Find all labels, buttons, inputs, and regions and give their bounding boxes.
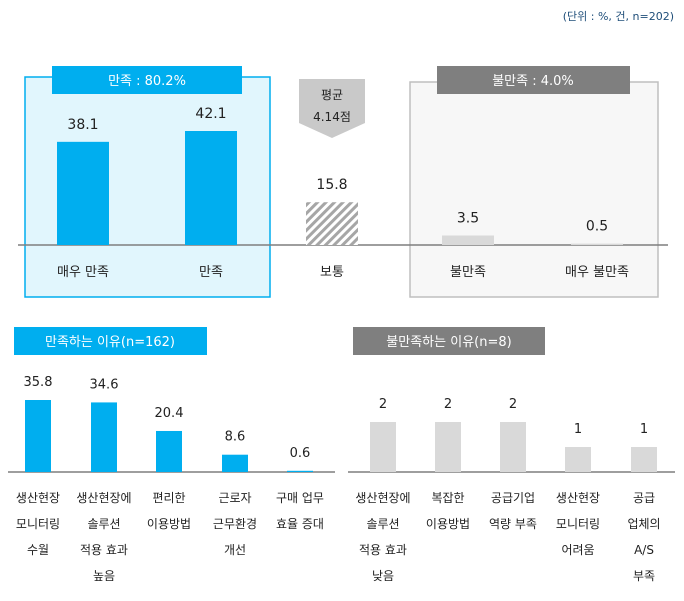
chart2-value-4: 8.6 [225, 430, 246, 445]
chart1-bar-1 [57, 141, 109, 245]
chart2-value-1: 35.8 [24, 375, 53, 390]
chart3-bar-2 [435, 422, 461, 472]
chart3-category-2-line-1: 복잡한 [431, 491, 464, 505]
dissatisfied-reasons-title: 불만족하는 이유(n=8) [386, 335, 511, 350]
chart2-category-4-line-3: 개선 [224, 543, 246, 557]
chart1-category-2: 만족 [199, 265, 223, 280]
chart2-bar-1 [25, 400, 51, 472]
satisfied-reasons-title: 만족하는 이유(n=162) [45, 335, 175, 350]
chart3-category-5-line-1: 공급 [633, 491, 655, 505]
chart3-category-1-line-3: 적용 효과 [359, 543, 407, 557]
average-label: 평균 [321, 88, 343, 102]
chart3-category-5-line-3: A/S [634, 543, 654, 557]
chart3-value-4: 1 [574, 422, 582, 437]
dissatisfied-group-label: 불만족 : 4.0% [492, 74, 574, 89]
satisfied-reasons-header [14, 327, 207, 355]
chart3-bar-4 [565, 447, 591, 472]
chart2-category-4-line-2: 근무환경 [213, 517, 257, 531]
chart2-category-1-line-2: 모니터링 [16, 517, 60, 531]
chart3-category-3-line-2: 역량 부족 [489, 517, 537, 531]
chart3-category-5-line-2: 업체의 [627, 517, 660, 531]
chart1-value-3: 15.8 [316, 177, 347, 193]
chart2-category-1-line-1: 생산현장 [16, 491, 60, 505]
chart2-bar-5 [287, 470, 313, 472]
chart2-value-3: 20.4 [155, 406, 184, 421]
chart1-category-1: 매우 만족 [57, 265, 109, 280]
chart3-category-3-line-1: 공급기업 [491, 491, 535, 505]
chart1-value-2: 42.1 [195, 106, 226, 122]
chart2-category-2-line-1: 생산현장에 [76, 491, 131, 505]
chart2-category-3-line-2: 이용방법 [147, 517, 191, 531]
chart3-category-1-line-2: 솔루션 [366, 517, 399, 531]
chart3-category-1-line-1: 생산현장에 [355, 491, 410, 505]
chart1-value-4: 3.5 [457, 211, 479, 227]
chart1-value-1: 38.1 [67, 117, 98, 133]
chart3-category-5-line-4: 부족 [633, 569, 655, 583]
chart2-category-3-line-1: 편리한 [152, 491, 185, 505]
chart1-bar-3 [306, 202, 358, 245]
chart2-value-2: 34.6 [90, 377, 119, 392]
chart2-category-2-line-4: 높음 [93, 569, 115, 583]
chart3-category-4-line-1: 생산현장 [556, 491, 600, 505]
chart2-category-1-line-3: 수월 [27, 543, 49, 557]
chart3-category-4-line-2: 모니터링 [556, 517, 600, 531]
dissatisfied-group-panel [409, 81, 659, 298]
chart3-value-5: 1 [640, 422, 648, 437]
chart3-bar-1 [370, 422, 396, 472]
chart1-category-3: 보통 [320, 265, 344, 280]
unit-note: (단위 : %, 건, n=202) [563, 10, 674, 23]
dissatisfied-group-header [437, 66, 630, 94]
chart1-bar-4 [442, 235, 494, 245]
chart2-category-5-line-2: 효율 증대 [276, 517, 324, 531]
chart3-category-1-line-4: 낮음 [372, 569, 394, 583]
chart3-value-1: 2 [379, 397, 387, 412]
chart2-value-5: 0.6 [290, 446, 311, 461]
chart3-bar-3 [500, 422, 526, 472]
chart3-value-2: 2 [444, 397, 452, 412]
chart2-bar-3 [156, 430, 182, 472]
satisfied-group-header [52, 66, 242, 94]
average-chevron [299, 79, 365, 138]
chart3-value-3: 2 [509, 397, 517, 412]
chart2-category-2-line-2: 솔루션 [87, 517, 120, 531]
chart1-value-5: 0.5 [586, 219, 608, 235]
chart3-category-4-line-3: 어려움 [561, 543, 594, 557]
chart1-bar-2 [185, 131, 237, 245]
satisfied-group-label: 만족 : 80.2% [108, 74, 186, 89]
chart2-category-2-line-3: 적용 효과 [80, 543, 128, 557]
chart2-category-4-line-1: 근로자 [218, 491, 251, 505]
chart2-category-5-line-1: 구매 업무 [276, 491, 324, 505]
chart1-category-5: 매우 불만족 [565, 265, 629, 280]
chart3-bar-5 [631, 447, 657, 472]
average-value: 4.14점 [313, 110, 351, 124]
chart2-bar-2 [91, 402, 117, 472]
chart3-category-2-line-2: 이용방법 [426, 517, 470, 531]
chart1-bar-5 [571, 243, 623, 245]
chart1-category-4: 불만족 [450, 265, 486, 280]
dissatisfied-reasons-header [353, 327, 545, 355]
chart2-bar-4 [222, 454, 248, 472]
